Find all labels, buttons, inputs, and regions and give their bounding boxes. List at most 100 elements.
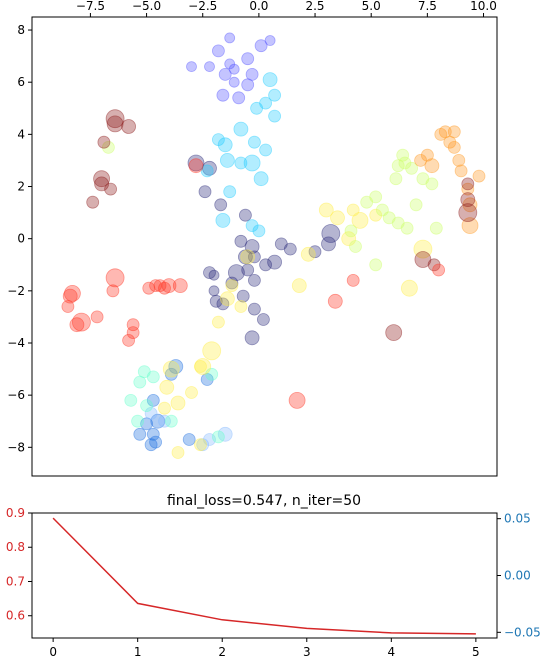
scatter-point <box>149 435 163 449</box>
scatter-point <box>131 414 145 428</box>
loss-y-tick-label: 0.7 <box>6 574 25 588</box>
scatter-point <box>460 192 476 208</box>
scatter-point <box>200 373 214 386</box>
scatter-point <box>188 158 204 174</box>
scatter-point <box>97 135 111 149</box>
scatter-point <box>321 236 336 252</box>
scatter-point <box>150 413 166 429</box>
scatter-point <box>144 438 158 452</box>
scatter-point <box>186 61 197 72</box>
scatter-point <box>283 242 297 256</box>
scatter-point <box>162 360 180 378</box>
scatter-point <box>391 216 405 230</box>
scatter-point <box>126 318 140 332</box>
scatter-point <box>90 310 104 324</box>
scatter-point <box>268 109 282 123</box>
scatter-point <box>216 297 230 311</box>
scatter-point <box>211 430 225 444</box>
scatter-point <box>454 164 468 178</box>
scatter-point <box>245 68 259 81</box>
loss-x-ticks: 0 1 2 3 4 5 <box>49 638 480 659</box>
scatter-point <box>146 370 160 384</box>
scatter-point <box>241 263 255 277</box>
scatter-point <box>398 156 412 170</box>
scatter-y-tick-label: 2 <box>17 180 25 194</box>
scatter-point <box>438 125 452 139</box>
scatter-point <box>244 330 260 346</box>
scatter-point <box>196 438 210 452</box>
scatter-point <box>369 258 383 272</box>
scatter-y-tick-label: −4 <box>7 336 25 350</box>
scatter-point <box>93 170 110 188</box>
scatter-point <box>262 72 278 87</box>
scatter-point <box>137 365 151 379</box>
scatter-x-tick-label: 10.0 <box>470 0 497 13</box>
scatter-point <box>94 176 109 192</box>
scatter-point <box>215 212 231 228</box>
scatter-point <box>413 239 433 259</box>
scatter-point <box>228 63 240 75</box>
scatter-point <box>461 217 479 235</box>
scatter-point <box>434 127 448 141</box>
scatter-point <box>158 401 171 415</box>
scatter-point <box>146 393 160 407</box>
scatter-point <box>225 279 239 293</box>
scatter-point <box>198 185 212 199</box>
scatter-point <box>234 234 248 248</box>
scatter-point <box>250 101 264 115</box>
scatter-point <box>61 300 75 313</box>
scatter-point <box>121 119 137 134</box>
loss-x-tick-label: 1 <box>134 645 142 659</box>
scatter-point <box>104 182 117 196</box>
scatter-x-tick-label: 5.0 <box>362 0 381 13</box>
scatter-point <box>247 250 261 264</box>
scatter-point <box>172 278 188 294</box>
loss-x-tick-label: 4 <box>387 645 395 659</box>
scatter-x-ticks: −7.5 −5.0 −2.5 0.0 2.5 5.0 7.5 10.0 <box>76 0 497 17</box>
scatter-point <box>185 386 198 399</box>
loss-x-tick-label: 3 <box>303 645 311 659</box>
scatter-point <box>64 284 81 302</box>
scatter-point <box>217 137 233 153</box>
scatter-point <box>106 284 120 298</box>
scatter-point <box>452 153 466 167</box>
scatter-point <box>218 68 232 81</box>
scatter-point <box>341 231 357 247</box>
scatter-point <box>267 254 283 270</box>
scatter-point <box>164 367 178 381</box>
scatter-point <box>254 39 268 53</box>
scatter-point <box>232 91 246 105</box>
scatter-point <box>351 211 369 229</box>
scatter-point <box>360 195 374 209</box>
loss-y-tick-label: 0.6 <box>6 609 25 623</box>
scatter-point <box>346 273 360 287</box>
scatter-point <box>238 208 252 222</box>
scatter-y-tick-label: 4 <box>17 127 25 141</box>
scatter-point <box>344 224 358 238</box>
scatter-point <box>416 172 430 186</box>
scatter-point <box>217 426 233 442</box>
scatter-y-tick-label: −6 <box>7 388 25 402</box>
scatter-point <box>211 133 225 147</box>
scatter-point <box>202 160 217 176</box>
scatter-point <box>458 203 478 223</box>
scatter-point <box>208 269 220 281</box>
scatter-point <box>369 190 383 204</box>
scatter-point <box>462 197 478 213</box>
scatter-x-tick-label: 2.5 <box>305 0 324 13</box>
scatter-point <box>194 358 212 375</box>
scatter-point <box>216 88 230 102</box>
scatter-point <box>429 221 443 235</box>
scatter-point <box>425 177 439 191</box>
loss-right-y-tick-label: 0.05 <box>504 512 531 526</box>
scatter-point <box>72 312 91 332</box>
scatter-point <box>194 360 207 373</box>
scatter-point <box>122 333 136 347</box>
loss-x-tick-label: 5 <box>472 645 480 659</box>
scatter-y-tick-label: −2 <box>7 284 25 298</box>
scatter-point <box>234 300 248 313</box>
scatter-point <box>447 125 461 139</box>
scatter-panel: −7.5 −5.0 −2.5 0.0 2.5 5.0 7.5 10.0 −8 −6 −4 −2 0 2 4… <box>7 0 498 477</box>
scatter-point <box>236 289 250 303</box>
